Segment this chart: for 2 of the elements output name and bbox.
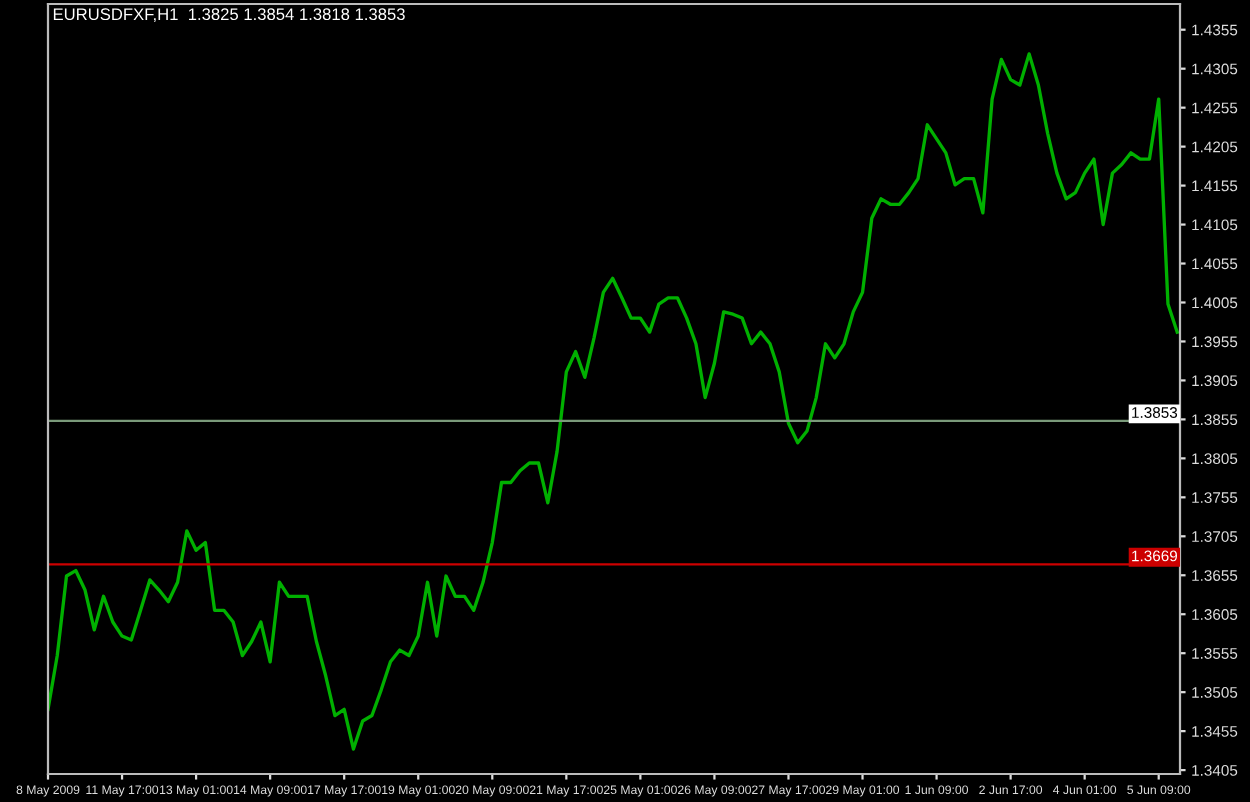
chart-title: EURUSDFXF,H1 1.3825 1.3854 1.3818 1.3853 — [53, 8, 405, 23]
line-series — [48, 52, 1179, 751]
